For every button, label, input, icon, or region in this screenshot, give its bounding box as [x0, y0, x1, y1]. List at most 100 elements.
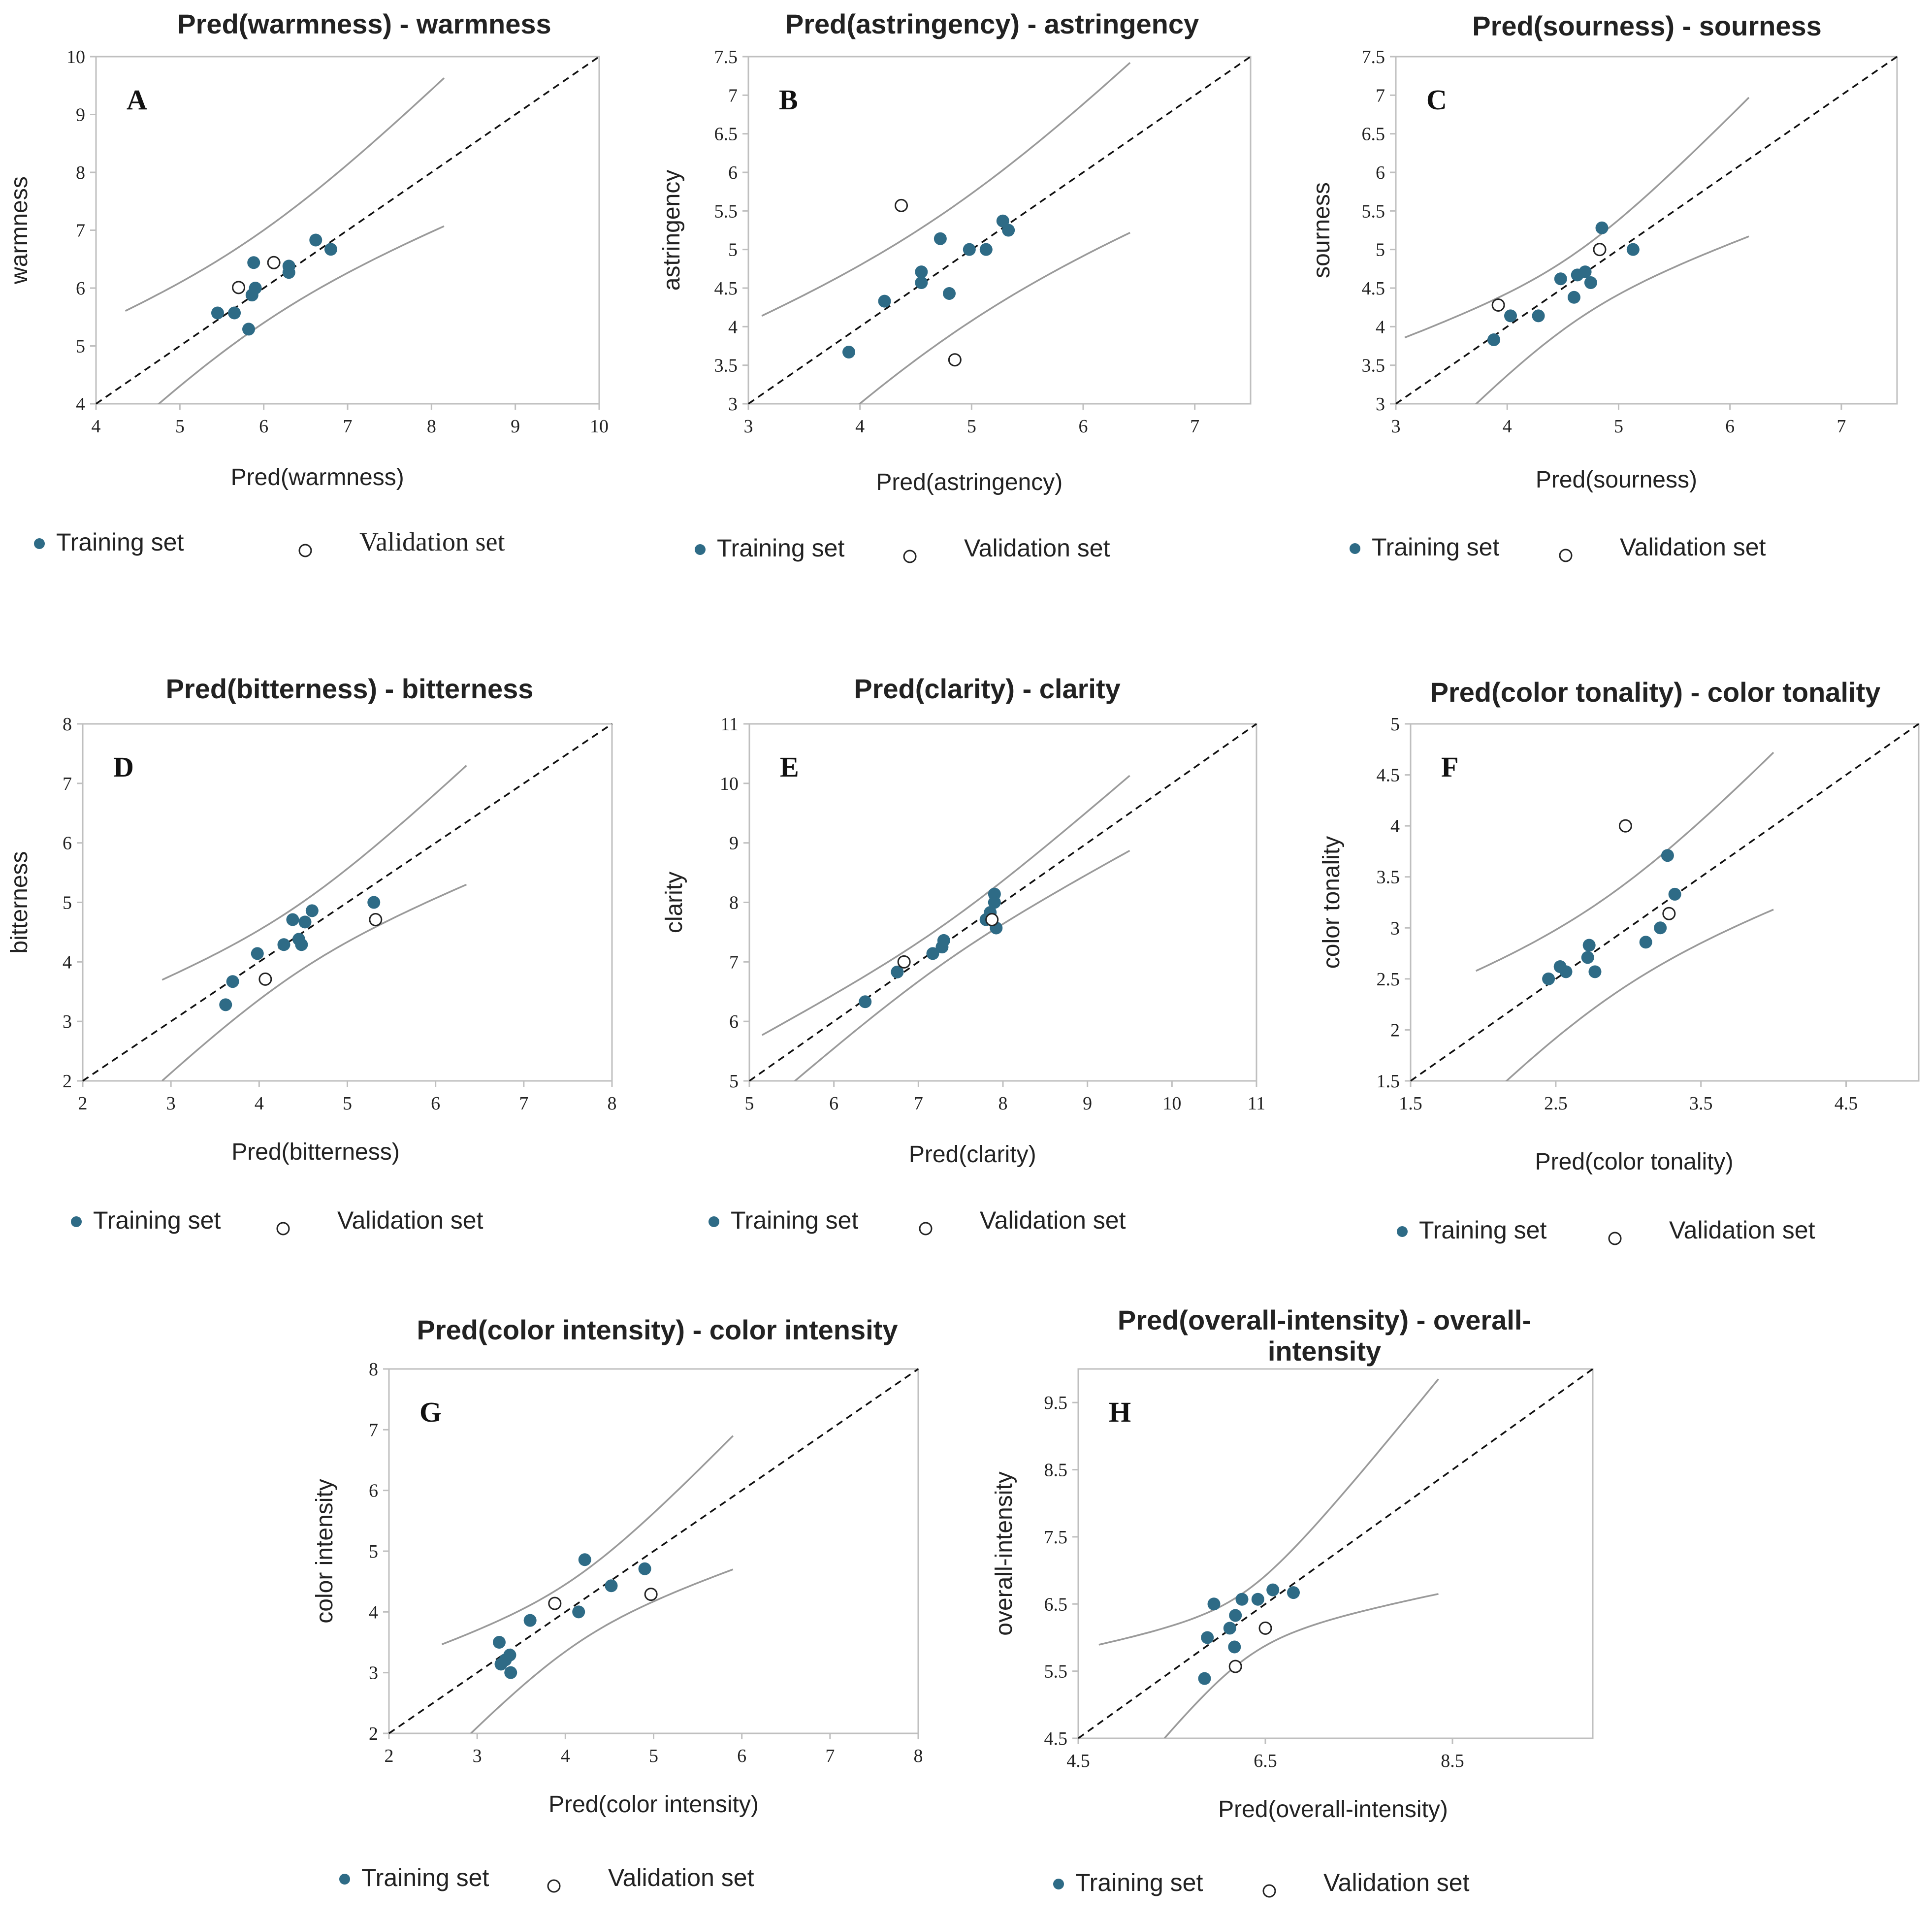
y-tick-label: 3: [1390, 918, 1400, 939]
y-tick-label: 6.5: [1044, 1594, 1068, 1615]
x-tick-label: 5: [967, 416, 976, 437]
validation-point: [897, 955, 911, 969]
legend-validation-marker: [547, 1879, 561, 1893]
lower-confidence-band: [161, 883, 467, 1081]
training-point: [1532, 309, 1545, 323]
x-tick-label: 7: [519, 1093, 528, 1114]
x-axis-label: Pred(astringency): [876, 469, 1063, 495]
legend: Training set Validation set: [1397, 1216, 1815, 1245]
x-tick-label: 7: [825, 1746, 835, 1766]
training-point: [1661, 849, 1674, 862]
training-point: [247, 256, 260, 269]
y-tick-label: 8: [76, 163, 85, 183]
y-tick-label: 3.5: [1362, 356, 1385, 376]
validation-point: [267, 256, 281, 269]
lower-confidence-band: [157, 225, 445, 404]
y-tick-label: 6.5: [1362, 124, 1385, 145]
y-tick-label: 5.5: [714, 201, 738, 222]
y-tick-label: 5: [729, 1071, 739, 1092]
upper-confidence-band: [1098, 1378, 1439, 1646]
legend-validation-marker: [1608, 1232, 1622, 1245]
training-point: [211, 306, 224, 320]
x-axis-label: Pred(warmness): [231, 464, 404, 490]
training-point: [309, 233, 322, 247]
x-axis-label: Pred(overall-intensity): [1218, 1796, 1448, 1822]
chart-title: Pred(color intensity) - color intensity: [417, 1314, 898, 1345]
legend-validation-label: Validation set: [337, 1206, 483, 1234]
y-tick-label: 7.5: [1362, 47, 1385, 67]
chart-title: Pred(color tonality) - color tonality: [1430, 677, 1881, 708]
y-tick-label: 1.5: [1377, 1071, 1400, 1092]
y-tick-label: 6: [728, 163, 738, 183]
identity-line: [96, 56, 600, 405]
training-point: [1228, 1640, 1241, 1654]
training-point: [1567, 291, 1580, 304]
chart-title: Pred(clarity) - clarity: [854, 673, 1121, 704]
legend-training-label: Training set: [56, 528, 184, 556]
y-tick-label: 7: [369, 1420, 378, 1440]
x-tick-label: 1.5: [1399, 1093, 1422, 1114]
y-tick-label: 8: [729, 893, 739, 913]
x-tick-label: 4: [92, 416, 101, 437]
chart-panel-f: 1.5 2.5 3.5 4.5 1.5 2 2.5 3 3.5 4 4.5 5 F Pred(color …: [1319, 677, 1920, 1245]
training-point: [1207, 1597, 1221, 1611]
x-tick-label: 2.5: [1544, 1093, 1568, 1114]
chart-panel-b: 3 4 5 6 7 3 3.5 4 4.5 5 5.5 6 6.5 7 7.5 B Pred(astringen…: [659, 8, 1252, 563]
training-point: [915, 265, 928, 279]
training-point: [1542, 972, 1555, 985]
legend-validation-marker: [276, 1222, 290, 1236]
training-point: [1588, 965, 1602, 978]
training-point: [1584, 276, 1597, 290]
x-tick-label: 7: [1836, 416, 1846, 437]
x-tick-label: 4: [1503, 416, 1512, 437]
training-point: [523, 1614, 537, 1627]
lower-confidence-band: [1163, 1593, 1439, 1738]
training-point: [1668, 887, 1681, 901]
training-point: [295, 938, 308, 951]
plot-area: [1395, 56, 1898, 405]
legend: Training set Validation set: [1053, 1869, 1470, 1898]
y-tick-label: 7: [728, 85, 738, 106]
training-point: [1002, 224, 1015, 237]
legend-training-label: Training set: [717, 534, 844, 562]
validation-point: [232, 281, 246, 294]
x-tick-label: 9: [511, 416, 520, 437]
lower-confidence-band: [1475, 235, 1749, 404]
x-tick-label: 8.5: [1441, 1751, 1464, 1771]
training-point: [915, 276, 928, 290]
legend: Training set Validation set: [695, 534, 1110, 563]
legend-validation-label: Validation set: [980, 1206, 1126, 1234]
training-point: [367, 896, 381, 909]
x-tick-label: 6: [1079, 416, 1088, 437]
training-point: [1639, 936, 1652, 949]
training-point: [503, 1648, 516, 1661]
legend-training-label: Training set: [361, 1864, 489, 1891]
y-axis-label: color intensity: [312, 1479, 338, 1623]
training-point: [1581, 951, 1594, 964]
y-tick-label: 5: [1390, 714, 1400, 735]
panel-letter: D: [113, 751, 134, 783]
chart-panel-a: 4 5 6 7 8 9 10 4 5 6 7 8 9 10 A Pred(warmness) - warmne…: [6, 8, 609, 557]
identity-line: [1410, 723, 1920, 1082]
lower-confidence-band: [793, 849, 1130, 1081]
validation-point: [548, 1596, 562, 1610]
training-point: [282, 266, 295, 279]
legend-training-marker: [339, 1874, 350, 1885]
training-point: [891, 965, 904, 978]
chart-title: Pred(warmness) - warmness: [177, 8, 551, 39]
training-point: [1504, 309, 1517, 323]
y-tick-label: 4: [728, 317, 738, 337]
training-point: [1559, 965, 1573, 978]
validation-point: [948, 353, 962, 367]
y-tick-label: 5: [369, 1541, 378, 1562]
lower-confidence-band: [858, 231, 1130, 404]
legend-validation-marker: [919, 1222, 933, 1236]
x-tick-label: 4: [255, 1093, 264, 1114]
y-tick-label: 3: [728, 394, 738, 415]
x-axis-label: Pred(sourness): [1536, 467, 1697, 493]
legend: Training set Validation set: [1350, 533, 1766, 562]
training-point: [1235, 1593, 1249, 1606]
identity-line: [748, 723, 1257, 1082]
training-point: [1223, 1622, 1236, 1635]
